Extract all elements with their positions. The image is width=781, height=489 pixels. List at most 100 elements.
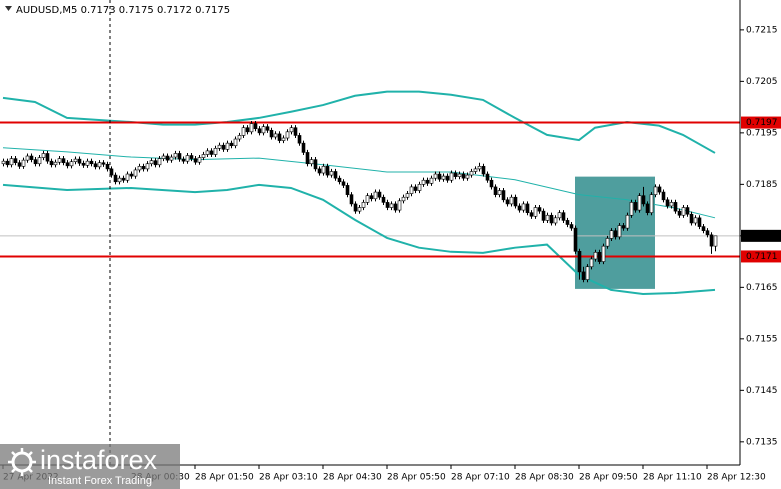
level-label: 0.7197 — [746, 118, 778, 128]
candle-body — [217, 144, 222, 149]
candle-body — [409, 186, 414, 194]
candle-body — [197, 157, 202, 163]
candle-body — [485, 173, 490, 181]
candle-body — [401, 196, 406, 202]
candle-body — [29, 155, 34, 160]
candle-body — [661, 191, 666, 201]
candle-body — [601, 245, 606, 262]
candle-body — [521, 203, 526, 211]
candle-body — [557, 212, 562, 219]
candle-body — [309, 159, 314, 165]
candle-body — [653, 186, 658, 195]
candle-body — [325, 166, 330, 176]
y-tick-label: 0.7135 — [746, 437, 778, 447]
candle-body — [93, 163, 98, 168]
candle-body — [273, 133, 278, 138]
candle-body — [5, 160, 10, 166]
candle-body — [425, 179, 430, 184]
candle-body — [345, 185, 350, 195]
candle-body — [321, 166, 326, 174]
candle-body — [377, 191, 382, 198]
candle-body — [697, 217, 702, 227]
candle-body — [685, 207, 690, 215]
candle-body — [145, 163, 150, 170]
x-tick-label: 28 Apr 05:50 — [387, 473, 446, 483]
x-tick-label: 28 Apr 07:10 — [451, 473, 510, 483]
candle-body — [353, 203, 358, 212]
candle-body — [493, 186, 498, 195]
candle-body — [705, 230, 710, 236]
candle-body — [681, 207, 686, 216]
candle-body — [489, 179, 494, 188]
candle-body — [213, 148, 218, 155]
candle-body — [417, 184, 422, 191]
candle-body — [453, 172, 458, 177]
candle-body — [569, 224, 574, 229]
candle-body — [161, 155, 166, 159]
candle-body — [433, 173, 438, 179]
candle-body — [393, 203, 398, 211]
candle-body — [605, 238, 610, 247]
candle-body — [553, 217, 558, 224]
open: 0.7173 — [81, 5, 116, 16]
candle-body — [149, 160, 154, 165]
candle-body — [109, 168, 114, 176]
candle-body — [637, 195, 642, 211]
candle-body — [201, 154, 206, 158]
tagline: Instant Forex Trading — [48, 475, 152, 487]
candle-body — [49, 160, 54, 166]
level-label-bg — [741, 250, 781, 263]
candle-body — [613, 230, 618, 238]
candle-body — [181, 158, 186, 162]
candle-body — [461, 173, 466, 179]
axes: 0.7135 0.7145 0.7155 0.7165 0.7175 0.7185 0.71… — [2, 25, 781, 483]
x-tick-label: 28 Apr 08:30 — [515, 473, 574, 483]
candle-body — [385, 202, 390, 208]
candle-body — [561, 212, 566, 221]
candle-body — [405, 193, 410, 198]
candle-body — [305, 152, 310, 165]
y-tick-label: 0.7145 — [746, 386, 778, 396]
candle-body — [61, 158, 66, 164]
candle-body — [373, 191, 378, 200]
price-label-bg — [741, 229, 781, 242]
candle-body — [53, 161, 58, 166]
candle-body — [357, 207, 362, 212]
candle-body — [293, 127, 298, 136]
candle-body — [241, 127, 246, 136]
x-tick-label: 28 Apr 09:50 — [579, 473, 638, 483]
candle-body — [477, 166, 482, 170]
candle-body — [337, 177, 342, 183]
candle-body — [137, 166, 142, 171]
y-tick-label: 0.7155 — [746, 334, 778, 344]
candle-body — [617, 225, 622, 238]
y-tick-label: 0.7165 — [746, 283, 778, 293]
candle-body — [121, 177, 126, 181]
candle-body — [649, 194, 654, 213]
band-line — [2, 183, 716, 296]
candle-body — [313, 159, 318, 170]
candle-body — [369, 195, 374, 200]
candle-body — [533, 207, 538, 217]
candle-body — [597, 252, 602, 262]
candle-body — [609, 230, 614, 239]
candle-body — [645, 203, 650, 213]
candle-body — [589, 258, 594, 268]
candle-body — [253, 123, 258, 130]
candle-body — [157, 158, 162, 166]
candle-body — [289, 127, 294, 133]
candle-body — [1, 160, 6, 165]
watermark: instaforex Instant Forex Trading — [0, 444, 180, 489]
candle-body — [501, 190, 506, 201]
candle-body — [257, 128, 262, 134]
candle-body — [277, 133, 282, 141]
candle-body — [265, 126, 270, 131]
candle-body — [45, 153, 50, 162]
candle-body — [41, 153, 46, 158]
candle-body — [13, 158, 18, 164]
candle-body — [37, 157, 42, 165]
candle-body — [237, 135, 242, 140]
candle-body — [73, 158, 78, 162]
candle-body — [641, 195, 646, 205]
candle-body — [281, 137, 286, 141]
